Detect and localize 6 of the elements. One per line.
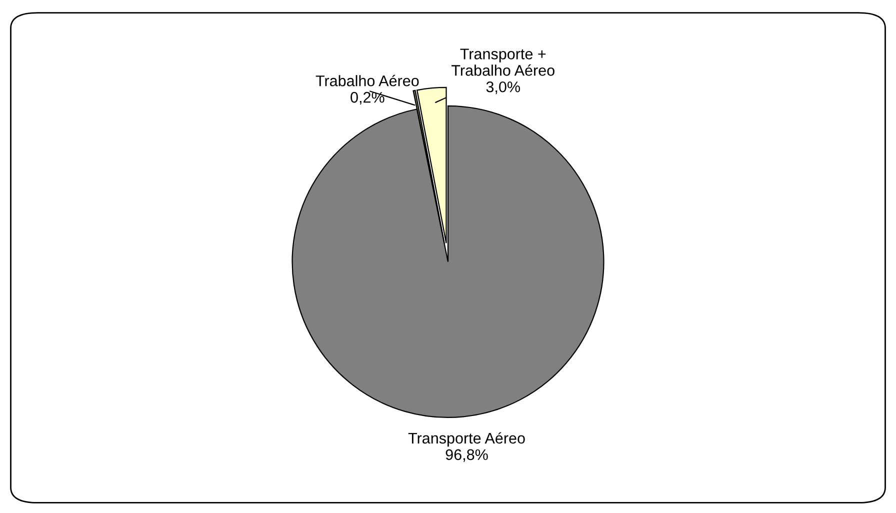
slice-label: Trabalho Aéreo	[316, 74, 419, 86]
slice-label: Transporte Aéreo	[408, 432, 525, 447]
data-label: 0,2%	[350, 92, 384, 105]
data-label: 3,0%	[486, 81, 520, 94]
data-label: 96,8%	[446, 449, 488, 462]
slice-label: Transporte + Trabalho Aéreo	[452, 48, 554, 76]
